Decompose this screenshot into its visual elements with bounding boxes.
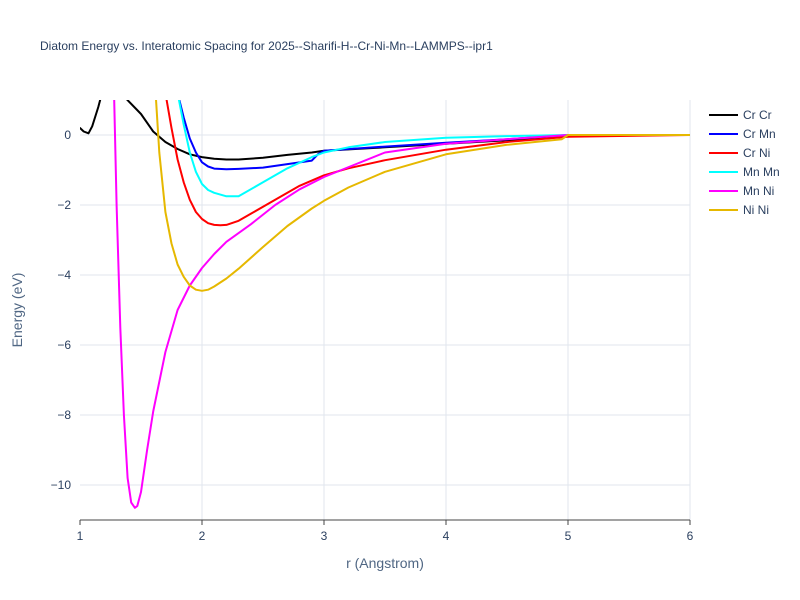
legend-label: Cr Ni: [743, 146, 770, 160]
legend[interactable]: Cr Cr Cr Mn Cr Ni Mn Mn Mn Ni Ni Ni: [709, 108, 780, 217]
legend-item-cr-ni[interactable]: Cr Ni: [709, 146, 770, 160]
legend-item-cr-mn[interactable]: Cr Mn: [709, 127, 776, 141]
y-tick-label: −4: [57, 268, 71, 282]
plot-series: [80, 100, 690, 509]
legend-label: Cr Mn: [743, 127, 776, 141]
series-line-cr-cr: [80, 100, 690, 161]
legend-item-mn-ni[interactable]: Mn Ni: [709, 184, 774, 198]
y-tick-label: −10: [51, 478, 72, 492]
legend-label: Ni Ni: [743, 203, 769, 217]
series-line-mn-ni: [113, 100, 690, 509]
grid: [80, 100, 691, 520]
legend-label: Cr Cr: [743, 108, 772, 122]
y-tick-label: 0: [64, 128, 71, 142]
legend-item-cr-cr[interactable]: Cr Cr: [709, 108, 772, 122]
chart-title: Diatom Energy vs. Interatomic Spacing fo…: [40, 39, 493, 53]
x-tick-label: 1: [77, 529, 84, 543]
x-tick-label: 5: [565, 529, 572, 543]
x-tick-label: 2: [199, 529, 206, 543]
legend-label: Mn Mn: [743, 165, 780, 179]
legend-item-ni-ni[interactable]: Ni Ni: [709, 203, 769, 217]
y-tick-label: −2: [57, 198, 71, 212]
y-tick-label: −6: [57, 338, 71, 352]
x-tick-label: 4: [443, 529, 450, 543]
x-axis-title: r (Angstrom): [346, 555, 424, 571]
y-tick-label: −8: [57, 408, 71, 422]
x-tick-label: 6: [687, 529, 694, 543]
series-line-cr-mn: [178, 100, 690, 171]
legend-label: Mn Ni: [743, 184, 774, 198]
series-line-mn-mn: [177, 100, 690, 198]
x-tick-label: 3: [321, 529, 328, 543]
series-line-ni-ni: [155, 100, 690, 292]
y-axis-title: Energy (eV): [9, 273, 25, 348]
x-axis-ticks: 1 2 3 4 5 6: [77, 520, 694, 543]
legend-item-mn-mn[interactable]: Mn Mn: [709, 165, 780, 179]
series-line-cr-ni: [165, 100, 690, 227]
y-axis-ticks: 0 −2 −4 −6 −8 −10: [51, 128, 72, 492]
